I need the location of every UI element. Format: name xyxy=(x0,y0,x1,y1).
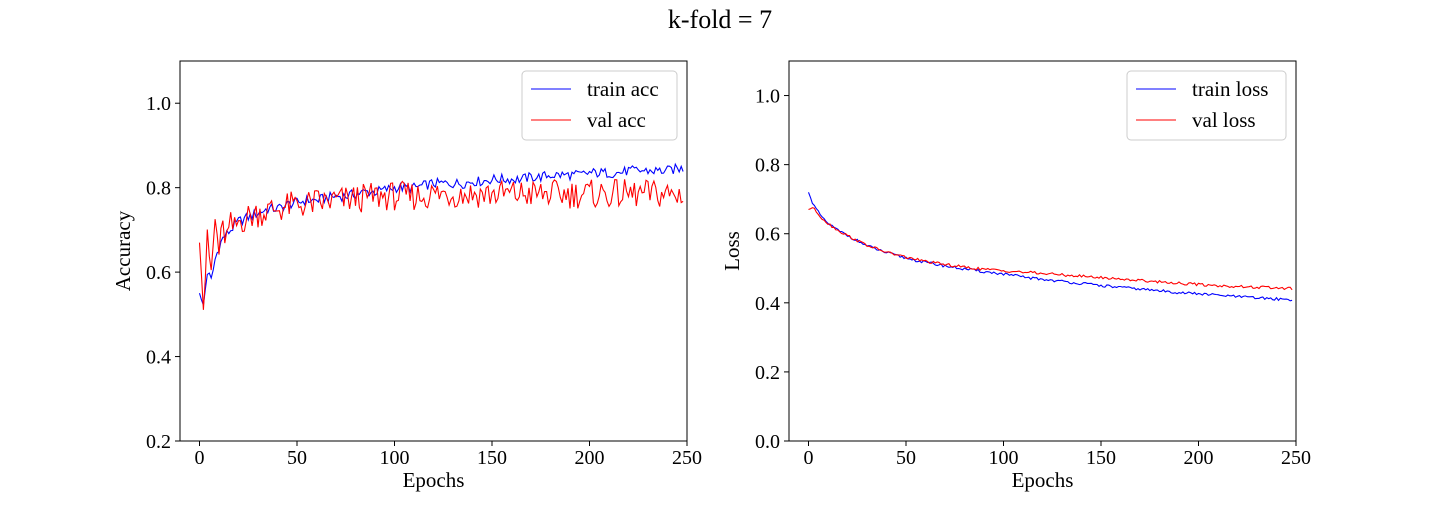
series-line-train-loss xyxy=(807,192,1293,302)
series-line-val-loss xyxy=(808,207,1293,291)
x-axis-label: Epochs xyxy=(403,468,465,492)
y-tick-label: 0.2 xyxy=(146,431,171,453)
y-tick-label: 1.0 xyxy=(146,93,171,115)
y-axis-label: Loss xyxy=(720,231,744,271)
subplot-2: 0 50 100 150 200 250 0.0 0.2 0.4 0.6 0.8 1.0 Epochs L… xyxy=(720,60,1311,492)
y-axis-label: Accuracy xyxy=(111,210,135,291)
y-tick-label: 0.6 xyxy=(146,262,171,284)
series-line-train-acc xyxy=(198,162,684,306)
y-tick-label: 0.4 xyxy=(755,293,780,315)
legend-label: val loss xyxy=(1192,108,1256,132)
series-line-val-acc xyxy=(198,178,684,310)
legend-box xyxy=(1126,70,1287,141)
y-tick-label: 0.4 xyxy=(146,347,171,369)
x-tick-label: 50 xyxy=(896,447,916,469)
legend-label: val acc xyxy=(587,108,646,132)
x-tick-label: 100 xyxy=(989,447,1019,469)
x-tick-label: 250 xyxy=(672,447,702,469)
figure-suptitle: k-fold = 7 xyxy=(668,5,772,34)
subplot-1: 0 50 100 150 200 250 0.2 0.4 0.6 0.8 1.0 Epochs Accu… xyxy=(111,60,702,492)
x-tick-label: 200 xyxy=(575,447,605,469)
y-tick-label: 0.6 xyxy=(755,224,780,246)
legend-box xyxy=(521,70,678,141)
x-tick-label: 0 xyxy=(195,447,205,469)
legend: train acc val acc xyxy=(521,70,678,141)
y-tick-label: 1.0 xyxy=(755,86,780,108)
x-axis-label: Epochs xyxy=(1012,468,1074,492)
y-tick-label: 0.8 xyxy=(755,155,780,177)
axes-frame xyxy=(788,60,1297,442)
x-tick-label: 150 xyxy=(477,447,507,469)
x-tick-label: 250 xyxy=(1281,447,1311,469)
legend-label: train acc xyxy=(587,77,659,101)
y-tick-label: 0.2 xyxy=(755,362,780,384)
x-tick-label: 150 xyxy=(1086,447,1116,469)
y-tick-label: 0.0 xyxy=(755,431,780,453)
x-tick-label: 200 xyxy=(1184,447,1214,469)
legend: train loss val loss xyxy=(1126,70,1287,141)
x-tick-label: 50 xyxy=(287,447,307,469)
y-tick-label: 0.8 xyxy=(146,178,171,200)
x-tick-label: 0 xyxy=(804,447,814,469)
axes-frame xyxy=(179,60,688,442)
legend-label: train loss xyxy=(1192,77,1268,101)
x-tick-label: 100 xyxy=(380,447,410,469)
